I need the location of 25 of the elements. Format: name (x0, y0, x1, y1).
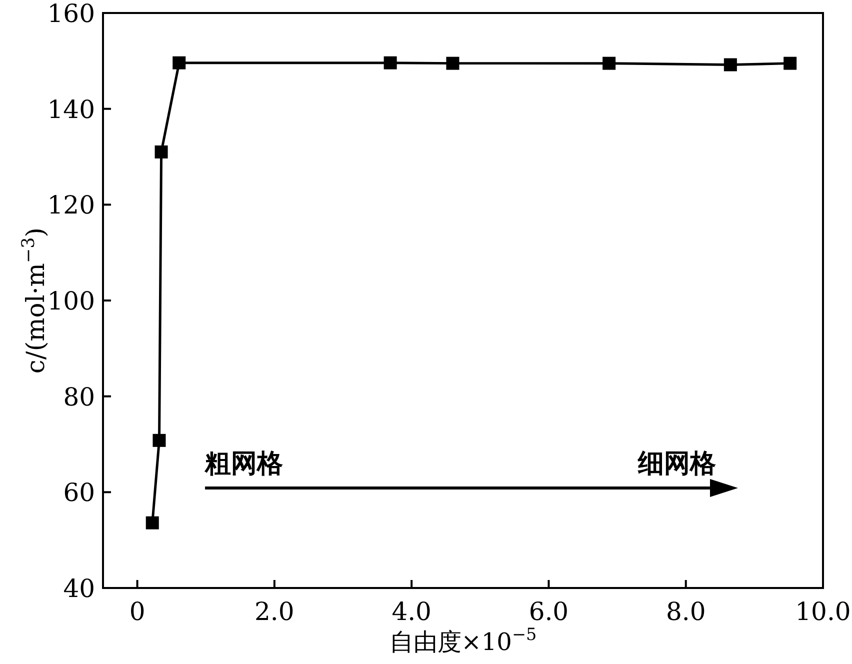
y-tick-label: 140 (47, 94, 95, 124)
x-axis-title: 自由度×10$^{−5}$ (389, 624, 537, 656)
x-tick-label: 0 (129, 597, 146, 626)
point (384, 56, 397, 70)
point (602, 56, 616, 70)
point (784, 56, 797, 70)
y-tick-label: 80 (63, 382, 95, 412)
point (172, 56, 186, 70)
point (152, 434, 166, 447)
y-tick-label: 60 (63, 478, 95, 508)
point (146, 516, 159, 530)
y-tick-label: 120 (47, 190, 95, 220)
y-tick-label: 40 (63, 574, 95, 603)
y-tick-label: 100 (47, 286, 95, 316)
annotation: 细网格 (637, 449, 716, 479)
x-tick-label: 10.0 (795, 597, 851, 626)
point (154, 145, 168, 158)
x-tick-label: 8.0 (666, 597, 706, 626)
x-tick-label: 4.0 (392, 597, 432, 626)
x-tick-label: 2.0 (254, 597, 294, 626)
y-tick-label: 160 (47, 0, 95, 28)
x-tick-label: 6.0 (528, 597, 569, 626)
point (724, 58, 737, 72)
point (446, 56, 460, 70)
annotation: 粗网格 (204, 449, 283, 479)
